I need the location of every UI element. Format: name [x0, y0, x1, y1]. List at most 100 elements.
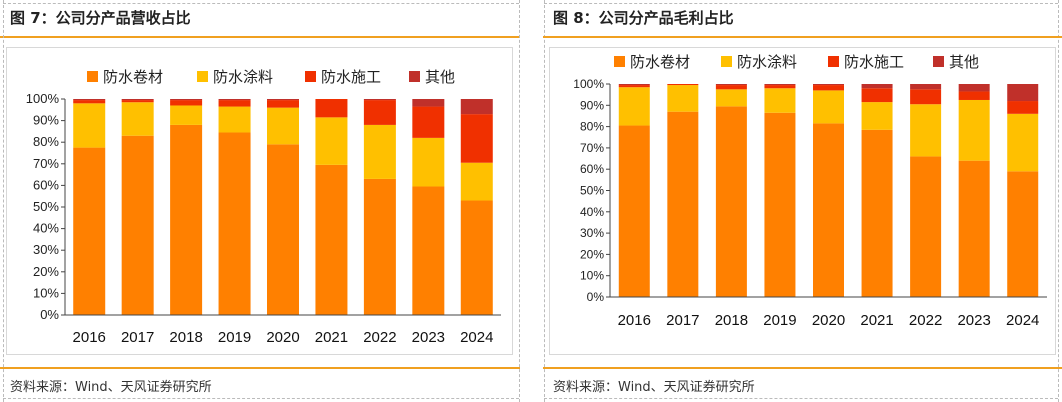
- bar-segment-2021-1: [861, 102, 893, 130]
- bar-segment-2020-0: [813, 123, 844, 297]
- bar-segment-2022-3: [910, 84, 942, 90]
- bar-segment-2023-2: [958, 91, 990, 100]
- bar-segment-2016-1: [73, 103, 106, 148]
- legend-swatch-3: [933, 56, 944, 67]
- bar-segment-2016-3: [73, 99, 106, 101]
- bar-segment-2019-3: [218, 99, 251, 101]
- y-tick-label: 40%: [580, 205, 604, 219]
- divider-top-left: [3, 3, 519, 4]
- y-tick-label: 80%: [33, 134, 59, 149]
- bar-segment-2018-3: [715, 84, 747, 86]
- figure-7-title: 图 7：公司分产品营收占比: [10, 9, 191, 27]
- legend-label-0: 防水卷材: [103, 69, 163, 86]
- bar-segment-2016-0: [618, 125, 650, 297]
- bar-segment-2020-1: [813, 90, 844, 124]
- bar-segment-2017-1: [121, 102, 154, 136]
- legend-label-3: 其他: [949, 54, 979, 71]
- y-tick-label: 20%: [580, 247, 604, 261]
- bar-segment-2017-0: [121, 135, 154, 315]
- y-tick-label: 0%: [587, 290, 605, 304]
- figure-7-panel: 图 7：公司分产品营收占比 防水卷材 防水涂料 防水施工 其他 0% 10% 20% 30% 4…: [0, 0, 520, 402]
- legend-label-2: 防水施工: [321, 69, 381, 86]
- y-tick-label: 90%: [33, 113, 59, 128]
- figure-7-chart: 防水卷材 防水涂料 防水施工 其他 0% 10% 20% 30% 40% 50% 60% 70% 80%…: [26, 69, 501, 346]
- legend-label-1: 防水涂料: [737, 54, 797, 71]
- bar-segment-2021-1: [315, 117, 348, 165]
- y-tick-label: 100%: [573, 77, 604, 91]
- bar-segment-2023-3: [412, 99, 445, 107]
- x-tick-label-2023: 2023: [412, 329, 445, 346]
- bar-segment-2017-0: [667, 111, 699, 297]
- title-rule: [543, 36, 1062, 38]
- bar-segment-2022-0: [363, 178, 396, 315]
- figure-8-source: 资料来源：Wind、天风证券研究所: [553, 380, 755, 395]
- x-tick-label-2022: 2022: [909, 312, 942, 329]
- x-tick-label-2022: 2022: [363, 329, 396, 346]
- bar-segment-2023-3: [958, 84, 990, 92]
- bar-segment-2024-1: [1007, 113, 1039, 172]
- x-tick-label-2018: 2018: [715, 312, 748, 329]
- figure-8-panel: 图 8：公司分产品毛利占比 防水卷材 防水涂料 防水施工 其他 0% 10% 20% 30% 4…: [543, 0, 1062, 402]
- y-tick-label: 0%: [40, 307, 59, 322]
- x-tick-label-2020: 2020: [812, 312, 845, 329]
- divider-center-left: [519, 0, 520, 402]
- x-tick-label-2017: 2017: [666, 312, 699, 329]
- bar-segment-2020-3: [267, 99, 299, 101]
- figure-8-chart: 防水卷材 防水涂料 防水施工 其他 0% 10% 20% 30% 40% 50% 60% 70% 80%…: [573, 54, 1047, 329]
- legend-swatch-2: [828, 56, 839, 67]
- bar-segment-2024-3: [460, 99, 493, 115]
- bar-segment-2024-1: [460, 162, 493, 201]
- bar-segment-2020-3: [813, 84, 844, 86]
- bar-segment-2023-0: [412, 186, 445, 315]
- bar-segment-2024-0: [460, 200, 493, 315]
- bar-segment-2020-2: [267, 100, 299, 108]
- x-tick-label-2024: 2024: [460, 329, 493, 346]
- bar-segment-2019-0: [764, 112, 796, 297]
- bar-segment-2020-2: [813, 85, 844, 91]
- x-tick-label-2023: 2023: [957, 312, 990, 329]
- y-tick-label: 60%: [33, 177, 59, 192]
- y-tick-label: 50%: [33, 199, 59, 214]
- y-tick-label: 70%: [580, 141, 604, 155]
- source-rule: [0, 367, 520, 369]
- bar-segment-2019-3: [764, 84, 796, 86]
- x-tick-label-2024: 2024: [1006, 312, 1039, 329]
- bar-segment-2021-0: [315, 164, 348, 315]
- bar-segment-2023-1: [958, 99, 990, 161]
- legend-swatch-1: [721, 56, 732, 67]
- y-tick-label: 50%: [580, 184, 604, 198]
- bar-segment-2016-3: [618, 84, 650, 86]
- x-tick-label-2020: 2020: [266, 329, 299, 346]
- bar-segment-2021-2: [861, 88, 893, 103]
- bar-segment-2016-2: [618, 85, 650, 88]
- legend-label-0: 防水卷材: [630, 54, 690, 71]
- bar-segment-2021-0: [861, 129, 893, 297]
- bar-segment-2022-3: [363, 99, 396, 101]
- x-tick-label-2019: 2019: [218, 329, 251, 346]
- figure-7-source: 资料来源：Wind、天风证券研究所: [10, 380, 212, 395]
- bar-segment-2022-1: [910, 104, 942, 157]
- title-rule: [0, 36, 520, 38]
- legend-swatch-1: [197, 71, 208, 82]
- bar-segment-2017-2: [667, 84, 699, 86]
- x-tick-label-2016: 2016: [73, 329, 106, 346]
- source-rule: [543, 367, 1062, 369]
- divider-bottom-right: [544, 398, 1058, 399]
- y-tick-label: 30%: [580, 226, 604, 240]
- bar-segment-2021-3: [861, 84, 893, 89]
- bar-segment-2022-0: [910, 156, 942, 297]
- legend-swatch-0: [87, 71, 98, 82]
- bar-segment-2019-2: [764, 85, 796, 89]
- bar-segment-2016-1: [618, 87, 650, 126]
- bar-segment-2017-2: [121, 100, 154, 103]
- y-tick-label: 10%: [580, 269, 604, 283]
- y-tick-label: 10%: [33, 285, 59, 300]
- bar-segment-2021-2: [315, 99, 348, 118]
- bar-segment-2024-0: [1007, 171, 1039, 297]
- bar-segment-2018-1: [715, 89, 747, 107]
- legend-label-1: 防水涂料: [213, 69, 273, 86]
- bar-segment-2022-1: [363, 124, 396, 179]
- bar-segment-2023-0: [958, 160, 990, 297]
- bar-segment-2023-1: [412, 137, 445, 187]
- x-tick-label-2018: 2018: [169, 329, 202, 346]
